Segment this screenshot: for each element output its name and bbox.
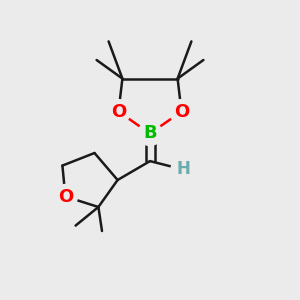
Circle shape xyxy=(169,100,194,124)
Text: O: O xyxy=(174,103,189,121)
Circle shape xyxy=(138,122,162,146)
Circle shape xyxy=(106,100,130,124)
Circle shape xyxy=(171,158,195,182)
Text: H: H xyxy=(176,160,190,178)
Circle shape xyxy=(53,184,77,208)
Text: O: O xyxy=(111,103,126,121)
Text: O: O xyxy=(58,188,73,206)
Text: B: B xyxy=(143,124,157,142)
